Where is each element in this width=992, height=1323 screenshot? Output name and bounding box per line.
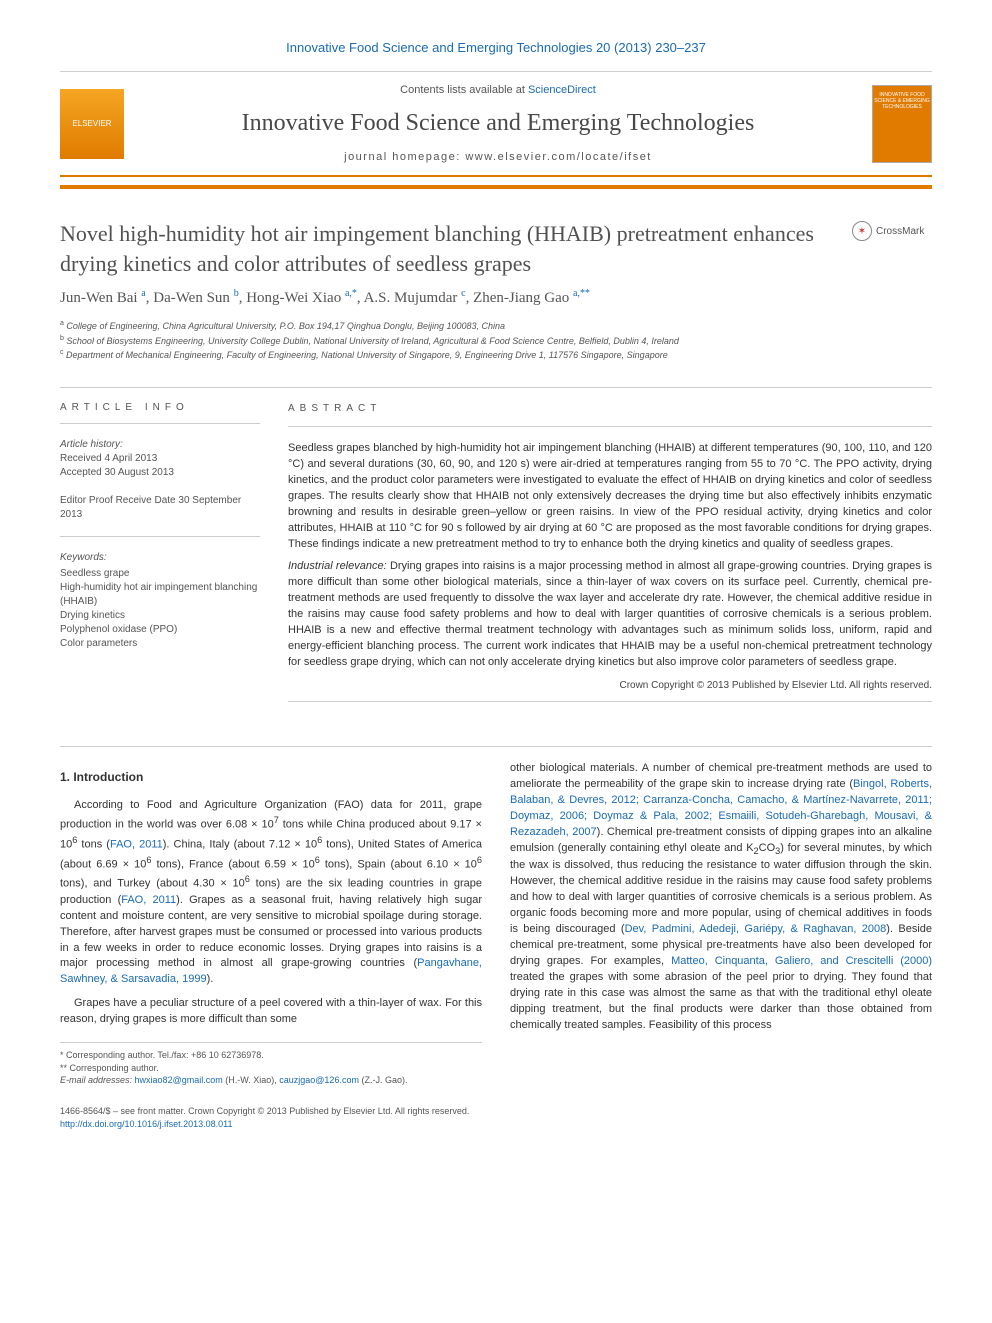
contents-prefix: Contents lists available at [400, 84, 528, 96]
doi-link[interactable]: http://dx.doi.org/10.1016/j.ifset.2013.0… [60, 1119, 232, 1129]
editor-proof-date: Editor Proof Receive Date 30 September 2… [60, 494, 260, 522]
body-left-column: 1. Introduction According to Food and Ag… [60, 761, 482, 1087]
article-info-column: article info Article history: Received 4… [60, 402, 260, 716]
abstract-p2: Industrial relevance: Drying grapes into… [288, 559, 932, 671]
footnote-star1: * [60, 1050, 64, 1060]
author-list: Jun-Wen Bai a, Da-Wen Sun b, Hong-Wei Xi… [60, 288, 932, 307]
history-received: Received 4 April 2013 [60, 452, 260, 466]
abstract-copyright: Crown Copyright © 2013 Published by Else… [288, 679, 932, 694]
keywords-label: Keywords: [60, 551, 260, 565]
affiliation-a: College of Engineering, China Agricultur… [66, 321, 505, 331]
keyword-item: Drying kinetics [60, 609, 260, 623]
journal-header: ELSEVIER Contents lists available at Sci… [60, 71, 932, 177]
abstract-column: abstract Seedless grapes blanched by hig… [288, 402, 932, 716]
keyword-item: Polyphenol oxidase (PPO) [60, 623, 260, 637]
keyword-item: Seedless grape [60, 567, 260, 581]
orange-divider [60, 185, 932, 189]
corresponding-footnotes: * Corresponding author. Tel./fax: +86 10… [60, 1042, 482, 1087]
cover-thumb-text: INNOVATIVE FOOD SCIENCE & EMERGING TECHN… [873, 92, 931, 110]
keyword-item: Color parameters [60, 637, 260, 651]
crossmark-icon: ✶ [852, 221, 872, 241]
article-info-heading: article info [60, 402, 260, 413]
industrial-relevance-text: Drying grapes into raisins is a major pr… [288, 560, 932, 668]
journal-citation: Innovative Food Science and Emerging Tec… [60, 40, 932, 55]
body-right-column: other biological materials. A number of … [510, 761, 932, 1087]
journal-title: Innovative Food Science and Emerging Tec… [144, 110, 852, 137]
intro-paragraph-2: Grapes have a peculiar structure of a pe… [60, 996, 482, 1028]
journal-cover-thumb-icon: INNOVATIVE FOOD SCIENCE & EMERGING TECHN… [872, 85, 932, 163]
affiliation-c: Department of Mechanical Engineering, Fa… [66, 350, 668, 360]
footnote-star1-text: Corresponding author. Tel./fax: +86 10 6… [66, 1050, 264, 1060]
journal-homepage-line: journal homepage: www.elsevier.com/locat… [144, 151, 852, 163]
email-who-2: (Z.-J. Gao). [361, 1075, 407, 1085]
homepage-prefix: journal homepage: [344, 151, 465, 163]
crossmark-label: CrossMark [876, 226, 924, 237]
contents-line: Contents lists available at ScienceDirec… [144, 84, 852, 96]
affiliation-b: School of Biosystems Engineering, Univer… [66, 336, 678, 346]
history-accepted: Accepted 30 August 2013 [60, 466, 260, 480]
intro-paragraph-1: According to Food and Agriculture Organi… [60, 798, 482, 988]
abstract-p1: Seedless grapes blanched by high-humidit… [288, 441, 932, 553]
article-title: Novel high-humidity hot air impingement … [60, 219, 842, 278]
elsevier-logo-label: ELSEVIER [72, 119, 111, 128]
keywords-list: Seedless grapeHigh-humidity hot air impi… [60, 567, 260, 651]
email-link-1[interactable]: hwxiao82@gmail.com [135, 1075, 223, 1085]
footer-meta: 1466-8564/$ – see front matter. Crown Co… [60, 1105, 932, 1130]
history-label: Article history: [60, 438, 260, 452]
intro-paragraph-1-cont: other biological materials. A number of … [510, 761, 932, 1033]
affiliations: a College of Engineering, China Agricult… [60, 319, 932, 363]
industrial-relevance-lead: Industrial relevance: [288, 560, 387, 572]
section-divider [60, 387, 932, 388]
homepage-url[interactable]: www.elsevier.com/locate/ifset [465, 151, 652, 163]
footnote-star2: ** [60, 1063, 67, 1073]
journal-citation-link[interactable]: Innovative Food Science and Emerging Tec… [286, 40, 706, 55]
footnote-star2-text: Corresponding author. [70, 1063, 159, 1073]
abstract-heading: abstract [288, 402, 932, 417]
keyword-item: High-humidity hot air impingement blanch… [60, 581, 260, 609]
email-link-2[interactable]: cauzjgao@126.com [279, 1075, 359, 1085]
elsevier-logo-icon: ELSEVIER [60, 89, 124, 159]
sciencedirect-link[interactable]: ScienceDirect [528, 84, 596, 96]
email-label: E-mail addresses: [60, 1075, 132, 1085]
introduction-heading: 1. Introduction [60, 769, 482, 786]
crossmark-badge[interactable]: ✶ CrossMark [852, 221, 932, 241]
issn-line: 1466-8564/$ – see front matter. Crown Co… [60, 1105, 932, 1118]
email-who-1: (H.-W. Xiao), [225, 1075, 277, 1085]
